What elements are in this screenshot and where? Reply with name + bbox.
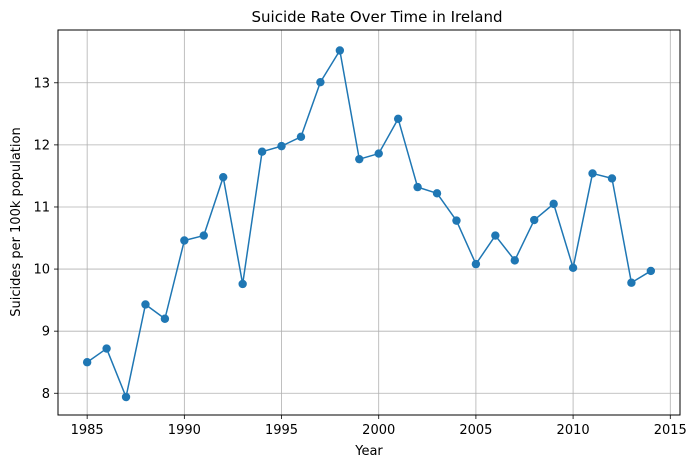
x-tick-label: 1985 bbox=[71, 423, 104, 438]
data-point bbox=[588, 169, 597, 178]
data-point bbox=[491, 231, 500, 240]
data-point bbox=[219, 172, 228, 182]
data-point bbox=[335, 46, 345, 55]
y-tick-label: 8 bbox=[42, 387, 50, 402]
data-point bbox=[432, 189, 442, 198]
data-point bbox=[141, 300, 150, 309]
data-point bbox=[199, 231, 208, 240]
grid bbox=[58, 30, 680, 415]
data-point bbox=[393, 114, 403, 123]
data-point bbox=[102, 344, 111, 353]
data-point bbox=[568, 263, 578, 273]
data-point bbox=[452, 216, 461, 225]
data-point bbox=[82, 358, 92, 367]
y-tick-label: 11 bbox=[33, 200, 50, 215]
y-tick-label: 10 bbox=[33, 263, 50, 278]
x-tick-label: 2015 bbox=[654, 423, 687, 438]
data-point bbox=[238, 279, 247, 289]
chart-title: Suicide Rate Over Time in Ireland bbox=[252, 8, 503, 26]
data-point bbox=[627, 278, 636, 287]
data-point bbox=[607, 174, 617, 183]
data-point bbox=[471, 259, 481, 269]
data-point bbox=[530, 215, 539, 225]
series-line bbox=[86, 49, 652, 398]
data-point bbox=[316, 77, 325, 87]
data-point bbox=[180, 236, 189, 245]
data-series bbox=[82, 46, 656, 402]
data-point bbox=[121, 392, 131, 402]
data-point bbox=[355, 154, 364, 164]
x-tick-label: 2005 bbox=[459, 423, 492, 438]
data-point bbox=[374, 149, 383, 158]
y-tick-label: 9 bbox=[42, 325, 50, 340]
y-axis: 8 9 10 11 12 13 bbox=[33, 76, 58, 402]
data-point bbox=[549, 199, 558, 209]
data-point bbox=[257, 147, 267, 156]
x-axis-label: Year bbox=[354, 444, 383, 459]
data-point bbox=[510, 256, 519, 265]
data-point bbox=[413, 182, 422, 192]
x-tick-label: 2010 bbox=[557, 423, 590, 438]
plot-frame bbox=[57, 29, 681, 416]
data-point bbox=[296, 132, 306, 142]
x-axis: 1985 1990 1995 2000 2005 2010 2015 bbox=[71, 415, 687, 438]
y-tick-label: 12 bbox=[33, 138, 50, 153]
x-tick-label: 1990 bbox=[168, 423, 201, 438]
x-tick-label: 1995 bbox=[265, 423, 298, 438]
x-tick-label: 2000 bbox=[362, 423, 395, 438]
y-tick-label: 13 bbox=[33, 76, 50, 91]
data-point bbox=[646, 266, 656, 276]
data-point bbox=[160, 314, 170, 323]
data-point bbox=[277, 141, 286, 151]
y-axis-label: Suicides per 100k population bbox=[9, 127, 24, 316]
